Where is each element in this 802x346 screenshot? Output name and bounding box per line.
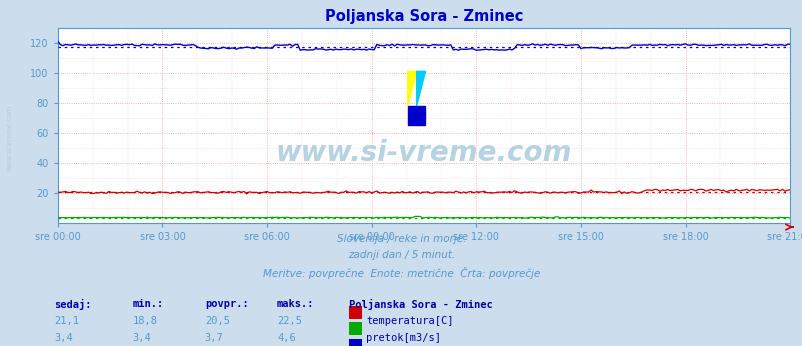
Text: 22,5: 22,5 <box>277 316 302 326</box>
Text: temperatura[C]: temperatura[C] <box>366 316 453 326</box>
Text: 20,5: 20,5 <box>205 316 229 326</box>
Text: 21,1: 21,1 <box>55 316 79 326</box>
Text: 18,8: 18,8 <box>132 316 157 326</box>
Text: Poljanska Sora - Zminec: Poljanska Sora - Zminec <box>349 299 492 310</box>
Title: Poljanska Sora - Zminec: Poljanska Sora - Zminec <box>324 9 523 24</box>
Text: maks.:: maks.: <box>277 299 314 309</box>
Text: 3,4: 3,4 <box>132 333 151 343</box>
Text: Meritve: povprečne  Enote: metrične  Črta: povprečje: Meritve: povprečne Enote: metrične Črta:… <box>262 267 540 279</box>
Text: min.:: min.: <box>132 299 164 309</box>
Text: zadnji dan / 5 minut.: zadnji dan / 5 minut. <box>347 250 455 260</box>
Text: Slovenija / reke in morje.: Slovenija / reke in morje. <box>336 234 466 244</box>
Text: 3,4: 3,4 <box>55 333 73 343</box>
Text: www.si-vreme.com: www.si-vreme.com <box>275 139 572 167</box>
Text: povpr.:: povpr.: <box>205 299 248 309</box>
Text: 4,6: 4,6 <box>277 333 295 343</box>
Text: pretok[m3/s]: pretok[m3/s] <box>366 333 440 343</box>
Text: www.si-vreme.com: www.si-vreme.com <box>6 105 13 172</box>
Text: sedaj:: sedaj: <box>55 299 92 310</box>
Text: 3,7: 3,7 <box>205 333 223 343</box>
